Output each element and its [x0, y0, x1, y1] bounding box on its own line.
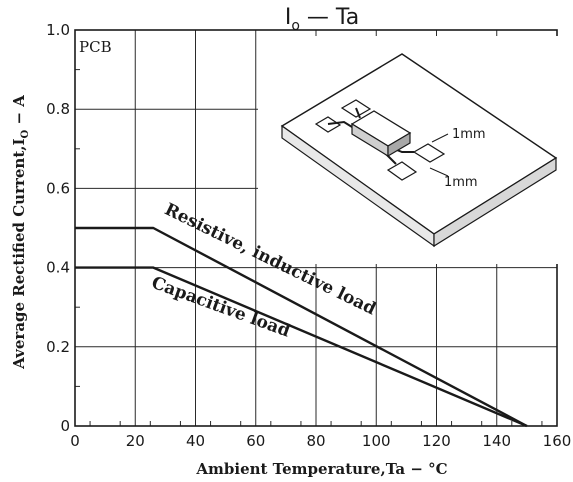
- pad-right: [412, 143, 446, 163]
- y-tick-label: 1.0: [46, 21, 70, 39]
- pad-bottom: [386, 161, 418, 181]
- trace-2: [355, 107, 361, 119]
- dim-line-2: [429, 167, 449, 177]
- pcb-board-edge-right: [433, 156, 557, 248]
- y-tick-label: 0.6: [46, 179, 70, 197]
- x-tick-label: 0: [70, 432, 80, 450]
- x-tick-label: 100: [362, 432, 391, 450]
- series-group: [75, 226, 528, 428]
- y-tick-label: 0.2: [46, 338, 70, 356]
- y-tick-label: 0.8: [46, 100, 70, 118]
- package-side: [387, 131, 411, 158]
- pad-left: [314, 116, 342, 133]
- pcb-inset-illustration: 1mm 1mm: [258, 36, 558, 264]
- x-tick-label: 140: [482, 432, 511, 450]
- trace-1: [327, 120, 353, 128]
- pad-dimension-label-2: 1mm: [444, 175, 478, 190]
- x-tick-label: 60: [246, 432, 265, 450]
- series-line-0: [75, 226, 528, 428]
- x-tick-label: 160: [543, 432, 572, 450]
- y-tick-label: 0: [60, 417, 70, 435]
- board-label: PCB: [79, 38, 112, 56]
- series-label-capacitive: Capacitive load: [149, 273, 293, 342]
- x-tick-label: 40: [186, 432, 205, 450]
- chart-title: Io — Ta: [285, 5, 359, 34]
- dim-line-1: [431, 133, 449, 143]
- pad-dimension-label-1: 1mm: [452, 127, 486, 142]
- series-line-1: [75, 266, 528, 428]
- y-axis-label: Average Rectified Current,IO − A: [10, 95, 31, 370]
- tick-labels: 0 20 40 60 80 100 120 140 160 0 0.2 0.4 0.6 0.8 1.0: [46, 21, 571, 450]
- x-tick-label: 80: [306, 432, 325, 450]
- x-tick-label: 20: [126, 432, 145, 450]
- x-tick-label: 120: [422, 432, 451, 450]
- y-tick-label: 0.4: [46, 259, 70, 277]
- x-axis-label: Ambient Temperature,Ta − °C: [195, 460, 447, 478]
